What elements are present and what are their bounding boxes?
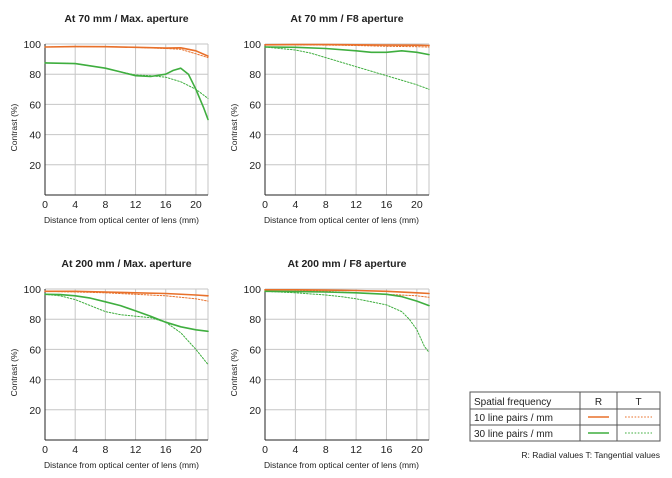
series-30lp-tangential [44,62,209,99]
x-tick-label: 20 [411,444,423,456]
x-tick-label: 12 [130,444,142,456]
y-tick-label: 40 [29,130,41,142]
series-30lp-tangential [44,293,209,365]
series-30lp-radial [264,46,430,56]
series-30lp-radial [44,293,209,333]
x-tick-label: 8 [323,199,329,211]
mtf-panel-1: At 70 mm / Max. aperture 0 4 8 12 16 20 20 40 60 8… [9,13,209,225]
legend-note: R: Radial values T: Tangential values [521,450,660,460]
x-tick-label: 20 [190,444,202,456]
x-axis-label: Distance from optical center of lens (mm… [44,460,199,470]
series-10lp-tangential [44,46,209,59]
y-axis-label: Contrast (%) [9,103,19,151]
y-axis-label: Contrast (%) [9,348,19,396]
x-axis-label: Distance from optical center of lens (mm… [44,215,199,225]
mtf-panel-4: At 200 mm / F8 aperture 0 4 8 12 16 20 20 40 60 80… [229,258,430,470]
x-tick-label: 16 [381,444,393,456]
x-tick-label: 12 [350,444,362,456]
x-tick-label: 8 [323,444,329,456]
chart-title: At 200 mm / F8 aperture [287,258,406,270]
y-axis-label: Contrast (%) [229,348,239,396]
legend: Spatial frequency R T 10 line pairs / mm 30 … [469,391,661,460]
series-10lp-tangential [44,290,209,302]
y-tick-label: 80 [29,69,41,81]
y-tick-label: 100 [243,39,261,51]
x-tick-label: 0 [42,444,48,456]
y-tick-label: 60 [29,99,41,111]
y-tick-label: 60 [249,344,261,356]
y-tick-label: 60 [249,99,261,111]
mtf-panel-2: At 70 mm / F8 aperture 0 4 8 12 16 20 20 40 60 80 1… [229,13,430,225]
legend-col-r: R [595,397,602,408]
chart-title: At 70 mm / F8 aperture [290,13,403,25]
x-tick-label: 20 [190,199,202,211]
chart-title: At 70 mm / Max. aperture [64,13,188,25]
x-axis-label: Distance from optical center of lens (mm… [264,460,419,470]
x-tick-label: 16 [160,199,172,211]
y-tick-label: 40 [249,130,261,142]
chart-title: At 200 mm / Max. aperture [61,258,191,270]
series-10lp-radial [44,290,209,297]
y-tick-label: 20 [29,405,41,417]
y-tick-label: 80 [249,314,261,326]
x-tick-label: 4 [292,444,298,456]
x-tick-label: 8 [102,199,108,211]
y-axis-label: Contrast (%) [229,103,239,151]
y-tick-label: 20 [29,160,41,172]
x-tick-label: 20 [411,199,423,211]
x-tick-label: 4 [292,199,298,211]
y-tick-label: 100 [23,39,41,51]
x-tick-label: 4 [72,444,78,456]
series-10lp-radial [44,45,209,57]
x-tick-label: 0 [262,444,268,456]
legend-header: Spatial frequency [474,397,551,408]
y-tick-label: 60 [29,344,41,356]
series-30lp-tangential [264,46,430,90]
y-tick-label: 80 [29,314,41,326]
y-tick-label: 20 [249,405,261,417]
x-tick-label: 0 [262,199,268,211]
x-tick-label: 12 [350,199,362,211]
x-tick-label: 16 [160,444,172,456]
legend-col-t: T [635,397,641,408]
y-tick-label: 100 [243,284,261,296]
series-30lp-tangential [264,290,430,353]
x-tick-label: 0 [42,199,48,211]
series-30lp-radial [264,290,430,307]
y-tick-label: 80 [249,69,261,81]
y-tick-label: 40 [249,375,261,387]
y-tick-label: 20 [249,160,261,172]
y-tick-label: 40 [29,375,41,387]
x-tick-label: 8 [102,444,108,456]
mtf-panel-3: At 200 mm / Max. aperture 0 4 8 12 16 20 20 40 60… [9,258,209,470]
legend-row-label: 10 line pairs / mm [474,413,553,424]
x-tick-label: 16 [381,199,393,211]
series-30lp-radial [44,62,209,121]
series-10lp-tangential [264,44,430,48]
x-tick-label: 4 [72,199,78,211]
x-axis-label: Distance from optical center of lens (mm… [264,215,419,225]
x-tick-label: 12 [130,199,142,211]
y-tick-label: 100 [23,284,41,296]
legend-row-label: 30 line pairs / mm [474,429,553,440]
